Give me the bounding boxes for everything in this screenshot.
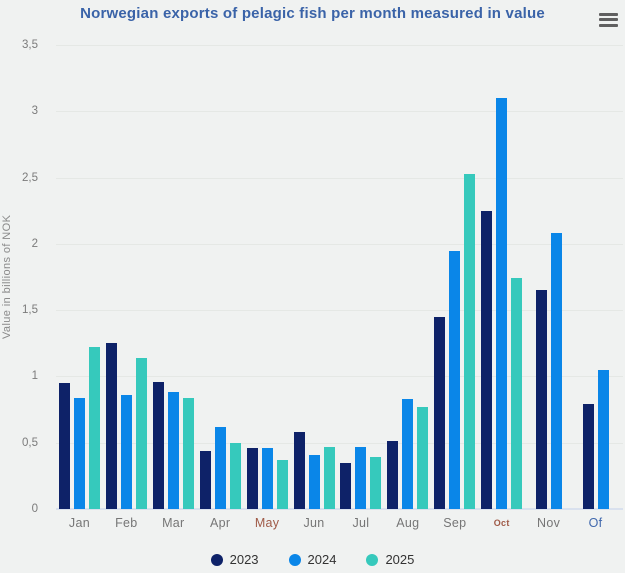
bar-2023-jul[interactable] bbox=[340, 462, 352, 509]
bar-2025-mar[interactable] bbox=[182, 397, 194, 509]
bar-2025-oct[interactable] bbox=[511, 278, 523, 509]
x-label-mar: Mar bbox=[162, 516, 185, 530]
x-label-of[interactable]: Of bbox=[588, 516, 603, 530]
bar-group-mar bbox=[150, 45, 197, 509]
legend-item-2024[interactable]: 2024 bbox=[288, 552, 337, 567]
x-label-jan: Jan bbox=[68, 516, 90, 530]
x-label-sep: Sep bbox=[443, 516, 467, 530]
x-axis-labels: Jan Feb Mar Apr May Jun Jul Aug Sep Oct Nov Of bbox=[56, 514, 619, 534]
legend-item-2023[interactable]: 2023 bbox=[210, 552, 259, 567]
gridline bbox=[56, 243, 623, 245]
bar-group-nov bbox=[525, 45, 572, 509]
bar-group-oct bbox=[478, 45, 525, 509]
legend-label: 2024 bbox=[307, 552, 337, 567]
bar-2024-aug[interactable] bbox=[402, 398, 414, 509]
bar-2023-jun[interactable] bbox=[293, 432, 305, 509]
bar-2025-may[interactable] bbox=[276, 459, 288, 509]
bar-2025-jul[interactable] bbox=[370, 457, 382, 509]
legend-marker-icon bbox=[366, 553, 379, 566]
hamburger-icon bbox=[598, 18, 618, 21]
bar-2024-sep[interactable] bbox=[449, 250, 461, 509]
y-tick-label: 1,5 bbox=[22, 304, 38, 317]
bar-2023-jan[interactable] bbox=[58, 383, 70, 509]
bar-2024-oct[interactable] bbox=[496, 98, 508, 509]
bar-group-aug bbox=[384, 45, 431, 509]
x-label-feb: Feb bbox=[115, 516, 138, 530]
y-tick-label: 3 bbox=[31, 105, 38, 118]
legend-marker-icon bbox=[288, 553, 301, 566]
gridline bbox=[56, 177, 623, 179]
legend-item-2025[interactable]: 2025 bbox=[366, 552, 414, 567]
bar-2023-aug[interactable] bbox=[387, 441, 399, 509]
bar-2023-nov[interactable] bbox=[535, 290, 547, 509]
bar-2024-of[interactable] bbox=[597, 369, 609, 509]
y-axis-ticks: 0 0,5 1 1,5 2 2,5 3 3,5 bbox=[0, 39, 44, 515]
bar-2025-aug[interactable] bbox=[417, 406, 429, 509]
bar-2025-apr[interactable] bbox=[229, 442, 241, 509]
bar-group-jun bbox=[291, 45, 338, 509]
gridline bbox=[56, 442, 623, 444]
x-label-aug: Aug bbox=[396, 516, 420, 530]
bar-2023-apr[interactable] bbox=[199, 450, 211, 509]
bar-group-sep bbox=[431, 45, 478, 509]
bar-group-of bbox=[572, 45, 619, 509]
plot-area bbox=[56, 45, 623, 510]
bar-2024-mar[interactable] bbox=[167, 392, 179, 509]
legend-label: 2023 bbox=[229, 552, 259, 567]
x-label-apr: Apr bbox=[210, 516, 231, 530]
bar-group-jan bbox=[56, 45, 103, 509]
bar-2023-sep[interactable] bbox=[434, 316, 446, 509]
y-tick-label: 0 bbox=[31, 503, 38, 515]
bar-group-jul bbox=[338, 45, 385, 509]
gridline bbox=[56, 111, 623, 113]
bar-2025-jun[interactable] bbox=[323, 446, 335, 509]
x-axis-line bbox=[56, 508, 623, 510]
bar-group-feb bbox=[103, 45, 150, 509]
legend-marker-icon bbox=[210, 553, 223, 566]
x-label-oct[interactable]: Oct bbox=[493, 518, 510, 528]
bar-2024-jun[interactable] bbox=[308, 454, 320, 509]
hamburger-icon bbox=[598, 23, 618, 27]
bar-2024-jan[interactable] bbox=[73, 397, 85, 509]
x-label-jul: Jul bbox=[352, 516, 370, 530]
hamburger-icon bbox=[598, 12, 618, 16]
bar-2023-may[interactable] bbox=[246, 448, 258, 509]
bar-2024-apr[interactable] bbox=[214, 426, 226, 509]
y-tick-label: 0,5 bbox=[22, 436, 38, 449]
bar-2024-feb[interactable] bbox=[120, 395, 132, 509]
y-tick-label: 3,5 bbox=[22, 39, 38, 51]
x-label-nov: Nov bbox=[537, 516, 561, 530]
x-label-may[interactable]: May bbox=[254, 516, 280, 530]
bar-2023-mar[interactable] bbox=[152, 381, 164, 509]
bar-2025-jan[interactable] bbox=[88, 347, 100, 509]
bar-2025-sep[interactable] bbox=[464, 173, 476, 509]
chart-title: Norwegian exports of pelagic fish per mo… bbox=[80, 5, 545, 22]
bar-group-apr bbox=[197, 45, 244, 509]
x-label-jun: Jun bbox=[303, 516, 325, 530]
legend-label: 2025 bbox=[385, 552, 415, 567]
context-menu-button[interactable] bbox=[596, 8, 620, 30]
bar-2024-may[interactable] bbox=[261, 448, 273, 509]
bar-2025-feb[interactable] bbox=[135, 357, 147, 509]
bar-2023-oct[interactable] bbox=[481, 210, 493, 509]
y-tick-label: 2 bbox=[31, 237, 38, 250]
bar-2023-of[interactable] bbox=[582, 404, 594, 509]
bar-2024-nov[interactable] bbox=[550, 233, 562, 509]
bar-2023-feb[interactable] bbox=[105, 343, 117, 509]
gridline bbox=[56, 45, 623, 46]
gridline bbox=[56, 376, 623, 378]
bar-2024-jul[interactable] bbox=[355, 446, 367, 509]
gridline bbox=[56, 310, 623, 312]
bar-group-may bbox=[244, 45, 291, 509]
legend: 2023 2024 2025 bbox=[0, 552, 625, 567]
y-tick-label: 1 bbox=[31, 370, 38, 383]
y-tick-label: 2,5 bbox=[22, 171, 38, 184]
